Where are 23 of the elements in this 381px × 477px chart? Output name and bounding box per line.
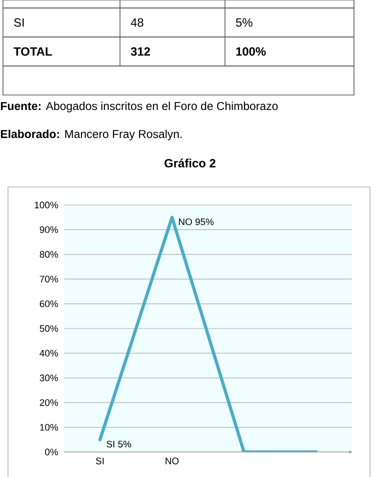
text: 48 [130, 18, 144, 27]
data-label: SI 5% [106, 440, 132, 448]
y-tick-label: 40% [40, 350, 58, 357]
text: 312 [130, 47, 150, 56]
text: 100% [236, 47, 266, 56]
text: Fuente: Abogados inscritos en el Foro de Chimborazo [0, 102, 278, 112]
y-tick-label: 90% [40, 226, 58, 234]
y-tick-label: 70% [40, 276, 58, 282]
text: TOTAL [14, 47, 52, 56]
data-label: NO 95% [178, 218, 214, 226]
x-tick-label: NO [166, 458, 179, 464]
y-tick-label: 100% [34, 202, 58, 208]
y-tick-label: 30% [40, 374, 58, 382]
text: SI [14, 18, 24, 27]
y-tick-label: 50% [40, 325, 58, 332]
text: Elaborado: Mancero Fray Rosalyn. [0, 130, 182, 140]
chart-title: Gráfico 2 [164, 158, 216, 168]
y-tick-label: 80% [40, 251, 58, 258]
y-tick-label: 10% [40, 424, 58, 431]
text: 5% [236, 18, 252, 27]
y-tick-label: 20% [40, 399, 58, 406]
y-tick-label: 60% [40, 300, 58, 308]
y-tick-label: 0% [45, 448, 58, 456]
